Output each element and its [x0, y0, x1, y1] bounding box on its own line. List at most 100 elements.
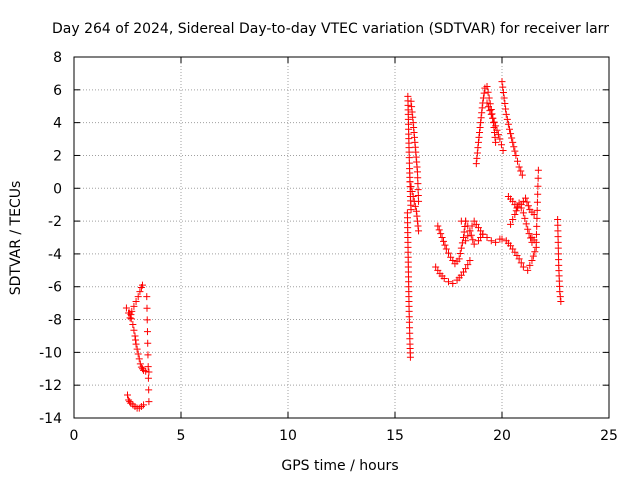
data-point — [484, 88, 492, 96]
data-point — [490, 118, 498, 126]
y-tick-label: -12 — [39, 378, 62, 394]
data-point — [556, 288, 564, 296]
data-point — [414, 174, 422, 182]
data-point — [442, 245, 450, 253]
data-point — [409, 192, 417, 200]
data-point — [492, 138, 500, 146]
data-point — [414, 186, 422, 194]
data-point — [504, 120, 512, 128]
data-point — [509, 138, 517, 146]
data-point — [486, 100, 494, 108]
data-point — [133, 345, 141, 353]
data-point — [132, 340, 140, 348]
data-point — [445, 278, 452, 286]
data-point — [406, 353, 414, 361]
data-point — [144, 374, 152, 382]
data-point — [470, 240, 478, 248]
data-point — [467, 231, 475, 239]
data-point — [499, 147, 507, 155]
data-point — [145, 368, 153, 376]
data-point — [534, 166, 542, 174]
data-point — [521, 214, 529, 222]
data-point — [134, 350, 142, 358]
data-point — [408, 103, 416, 111]
data-point — [469, 236, 477, 244]
data-point — [477, 114, 485, 122]
data-point — [407, 97, 415, 105]
data-point — [124, 391, 131, 399]
data-point — [507, 220, 515, 228]
y-tick-label: -14 — [39, 411, 62, 427]
data-point — [462, 237, 470, 245]
data-point — [136, 360, 144, 368]
data-point — [462, 265, 470, 273]
y-tick-label: -2 — [48, 214, 62, 230]
data-point — [557, 297, 565, 305]
data-point — [456, 249, 464, 257]
data-point — [533, 222, 541, 230]
data-point — [517, 204, 525, 212]
data-point — [510, 143, 518, 151]
data-point — [143, 293, 151, 301]
data-point — [514, 203, 522, 211]
data-point — [498, 235, 506, 243]
data-point — [497, 141, 505, 149]
data-point — [524, 225, 532, 233]
data-point — [406, 178, 414, 186]
data-point — [485, 94, 493, 102]
data-point — [474, 138, 482, 146]
data-point — [505, 125, 513, 133]
data-point — [477, 119, 485, 127]
data-point — [500, 94, 508, 102]
data-point — [534, 190, 542, 198]
data-point — [472, 160, 480, 168]
data-point — [415, 227, 423, 235]
data-point — [145, 398, 153, 406]
data-point — [455, 255, 463, 263]
data-point — [512, 207, 520, 215]
data-point — [486, 107, 494, 115]
data-point — [501, 99, 509, 107]
data-point — [527, 234, 535, 242]
data-point — [476, 124, 484, 132]
data-point — [493, 126, 501, 134]
data-point — [483, 234, 491, 241]
data-point — [474, 144, 482, 152]
data-point — [532, 238, 540, 246]
data-point — [518, 171, 526, 179]
data-point — [515, 199, 523, 207]
grid — [74, 57, 609, 418]
data-point — [464, 222, 472, 230]
data-point — [132, 336, 140, 344]
data-point — [414, 180, 422, 188]
axis-ticks: 0 5 10 15 20 25 -14 -12 -10 -8 -6 -4 -2 0 2 4 6 8 — [39, 50, 618, 444]
data-point — [483, 83, 491, 91]
data-point — [449, 279, 457, 287]
data-point — [524, 202, 532, 210]
y-tick-label: 4 — [53, 116, 62, 132]
data-point — [144, 351, 152, 359]
data-point — [130, 326, 138, 334]
data-point — [415, 197, 423, 205]
x-tick-label: 15 — [386, 428, 404, 444]
data-point — [407, 183, 415, 191]
data-point — [534, 182, 542, 190]
data-point — [438, 234, 446, 241]
y-tick-label: 8 — [53, 50, 62, 66]
data-point — [138, 281, 146, 289]
data-point — [126, 309, 134, 317]
data-point — [526, 261, 534, 269]
data-point — [409, 113, 417, 121]
data-point — [479, 230, 487, 238]
data-points — [122, 78, 565, 412]
data-point — [483, 99, 491, 107]
data-point — [135, 355, 143, 363]
data-point — [533, 198, 541, 206]
data-point — [127, 315, 135, 323]
data-point — [534, 174, 542, 182]
data-point — [445, 249, 452, 257]
data-point — [434, 222, 442, 230]
data-point — [522, 220, 530, 228]
data-point — [499, 89, 507, 97]
data-point — [461, 223, 469, 231]
